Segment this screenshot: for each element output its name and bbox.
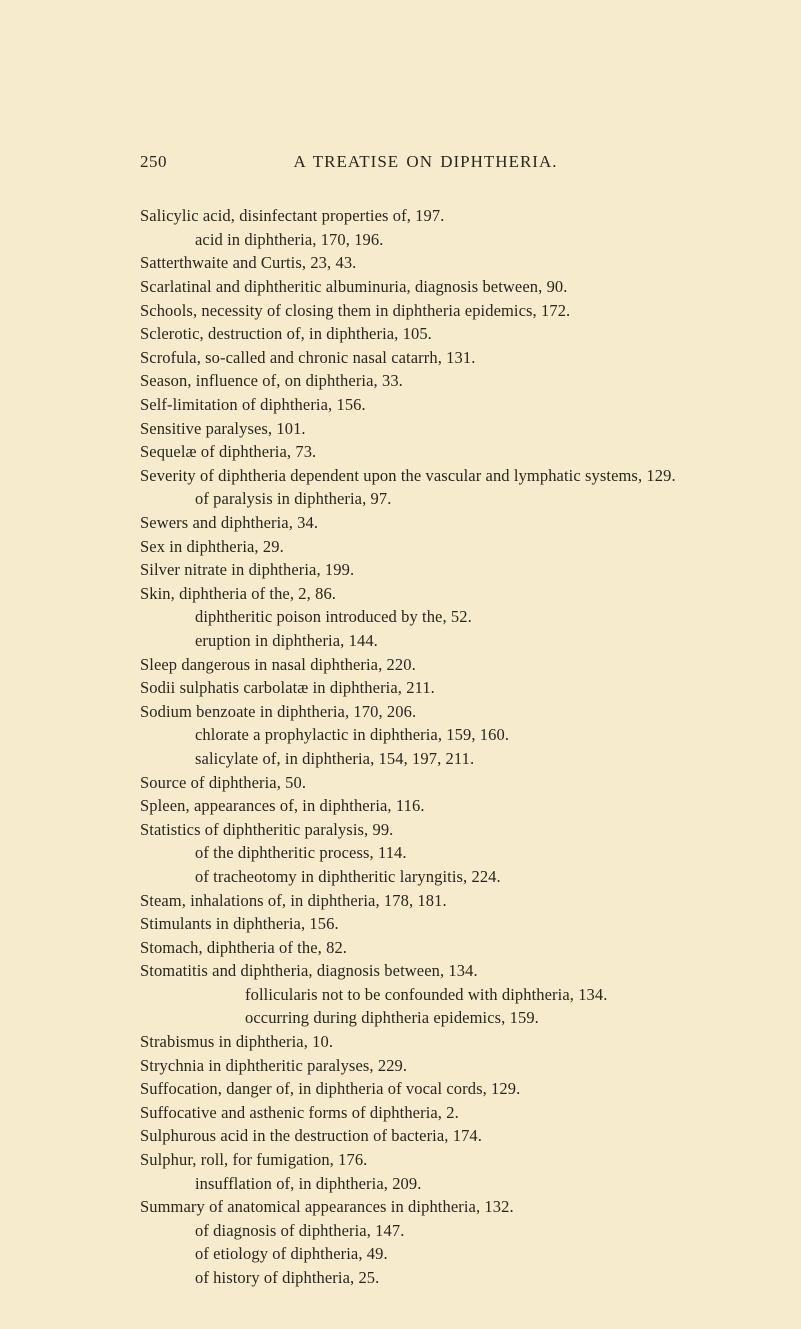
index-subentry: of the diphtheritic process, 114.: [140, 841, 711, 865]
page-number: 250: [140, 150, 188, 174]
index-subentry: eruption in diphtheria, 144.: [140, 629, 711, 653]
index-entry: Sewers and diphtheria, 34.: [140, 511, 711, 535]
index-subentry: occurring during diphtheria epidemics, 1…: [140, 1006, 711, 1030]
running-title: A TREATISE ON DIPHTHERIA.: [188, 150, 711, 174]
index-subentry: chlorate a prophylactic in diphtheria, 1…: [140, 723, 711, 747]
index-entry: Skin, diphtheria of the, 2, 86.: [140, 582, 711, 606]
index-entry: Stimulants in diphtheria, 156.: [140, 912, 711, 936]
index-entry: Schools, necessity of closing them in di…: [140, 299, 711, 323]
index-entry: Suffocation, danger of, in diphtheria of…: [140, 1077, 711, 1101]
index-entry: Satterthwaite and Curtis, 23, 43.: [140, 251, 711, 275]
index-entry: Sclerotic, destruction of, in diphtheria…: [140, 322, 711, 346]
index-subentry: of paralysis in diphtheria, 97.: [140, 487, 711, 511]
index-entry: Strabismus in diphtheria, 10.: [140, 1030, 711, 1054]
index-entry: Strychnia in diphtheritic paralyses, 229…: [140, 1054, 711, 1078]
index-entry: Salicylic acid, disinfectant properties …: [140, 204, 711, 228]
book-page: 250 A TREATISE ON DIPHTHERIA. Salicylic …: [0, 0, 801, 1329]
index-entry: Stomatitis and diphtheria, diagnosis bet…: [140, 959, 711, 983]
index-subentry: follicularis not to be confounded with d…: [140, 983, 711, 1007]
index-entry: Summary of anatomical appearances in dip…: [140, 1195, 711, 1219]
index-subentry: of etiology of diphtheria, 49.: [140, 1242, 711, 1266]
index-entry: Sodii sulphatis carbolatæ in diphtheria,…: [140, 676, 711, 700]
index-subentry: diphtheritic poison introduced by the, 5…: [140, 605, 711, 629]
index-entry: Sensitive paralyses, 101.: [140, 417, 711, 441]
index-entry: Sodium benzoate in diphtheria, 170, 206.: [140, 700, 711, 724]
index-entry: Sulphurous acid in the destruction of ba…: [140, 1124, 711, 1148]
index-entry: Silver nitrate in diphtheria, 199.: [140, 558, 711, 582]
index-subentry: of tracheotomy in diphtheritic laryngiti…: [140, 865, 711, 889]
index-entry: Self-limitation of diphtheria, 156.: [140, 393, 711, 417]
index-entry: Sleep dangerous in nasal diphtheria, 220…: [140, 653, 711, 677]
index-entry: Sequelæ of diphtheria, 73.: [140, 440, 711, 464]
index-entry: Source of diphtheria, 50.: [140, 771, 711, 795]
index-subentry: of diagnosis of diphtheria, 147.: [140, 1219, 711, 1243]
index-entry: Season, influence of, on diphtheria, 33.: [140, 369, 711, 393]
index-subentry: insufflation of, in diphtheria, 209.: [140, 1172, 711, 1196]
index-entry: Scarlatinal and diphtheritic albuminuria…: [140, 275, 711, 299]
index-entry: Suffocative and asthenic forms of diphth…: [140, 1101, 711, 1125]
index-entry: Statistics of diphtheritic paralysis, 99…: [140, 818, 711, 842]
index-subentry: salicylate of, in diphtheria, 154, 197, …: [140, 747, 711, 771]
index-entry: Severity of diphtheria dependent upon th…: [140, 464, 711, 488]
index-entry: Steam, inhalations of, in diphtheria, 17…: [140, 889, 711, 913]
index-subentry: acid in diphtheria, 170, 196.: [140, 228, 711, 252]
index-entry: Stomach, diphtheria of the, 82.: [140, 936, 711, 960]
running-head: 250 A TREATISE ON DIPHTHERIA.: [140, 150, 711, 174]
index-entry: Sex in diphtheria, 29.: [140, 535, 711, 559]
index-subentry: of history of diphtheria, 25.: [140, 1266, 711, 1290]
index-entry: Scrofula, so-called and chronic nasal ca…: [140, 346, 711, 370]
index-entry: Spleen, appearances of, in diphtheria, 1…: [140, 794, 711, 818]
index-entries: Salicylic acid, disinfectant properties …: [140, 204, 711, 1289]
index-entry: Sulphur, roll, for fumigation, 176.: [140, 1148, 711, 1172]
